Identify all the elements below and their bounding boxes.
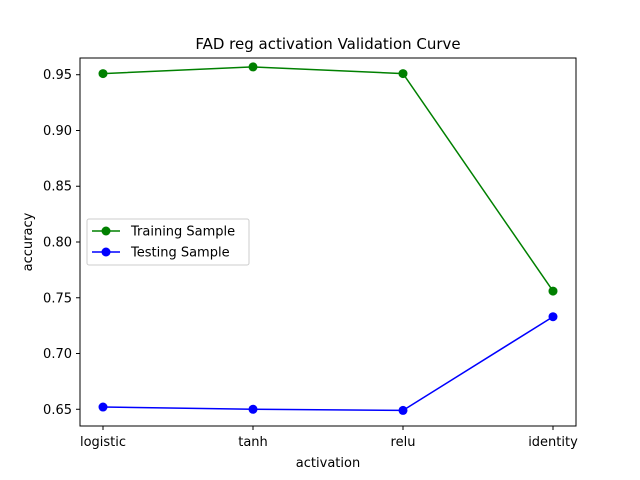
legend-label: Testing Sample <box>130 246 230 261</box>
legend-frame <box>86 218 250 266</box>
legend-marker <box>101 247 111 257</box>
series-line-0 <box>102 66 554 292</box>
y-tick-label: 0.65 <box>43 403 72 418</box>
plot-area <box>98 62 558 415</box>
data-point <box>248 404 258 414</box>
data-point <box>398 69 408 79</box>
x-axis-label: activation <box>296 456 360 471</box>
y-tick-label: 0.75 <box>43 291 72 306</box>
data-point <box>398 405 408 415</box>
x-tick-label: relu <box>391 435 416 450</box>
legend-marker <box>101 226 111 236</box>
y-tick-label: 0.85 <box>43 180 72 195</box>
chart-title: FAD reg activation Validation Curve <box>195 35 460 53</box>
y-tick-label: 0.70 <box>43 347 72 362</box>
y-axis: 0.65 0.70 0.75 0.80 0.85 0.90 0.95 <box>43 68 80 418</box>
legend: Training Sample Testing Sample <box>86 218 250 266</box>
x-tick-label: identity <box>528 435 578 450</box>
data-point <box>248 62 258 72</box>
y-tick-label: 0.95 <box>43 68 72 83</box>
x-tick-label: logistic <box>80 435 126 450</box>
y-tick-label: 0.90 <box>43 124 72 139</box>
x-axis: logistic tanh relu identity <box>80 426 578 450</box>
data-point <box>98 402 108 412</box>
y-axis-label: accuracy <box>21 212 36 271</box>
data-point <box>548 312 558 322</box>
y-tick-label: 0.80 <box>43 236 72 251</box>
series-line-1 <box>102 316 554 412</box>
data-point <box>98 69 108 79</box>
x-tick-label: tanh <box>238 435 268 450</box>
data-point <box>548 286 558 296</box>
legend-label: Training Sample <box>130 225 235 240</box>
